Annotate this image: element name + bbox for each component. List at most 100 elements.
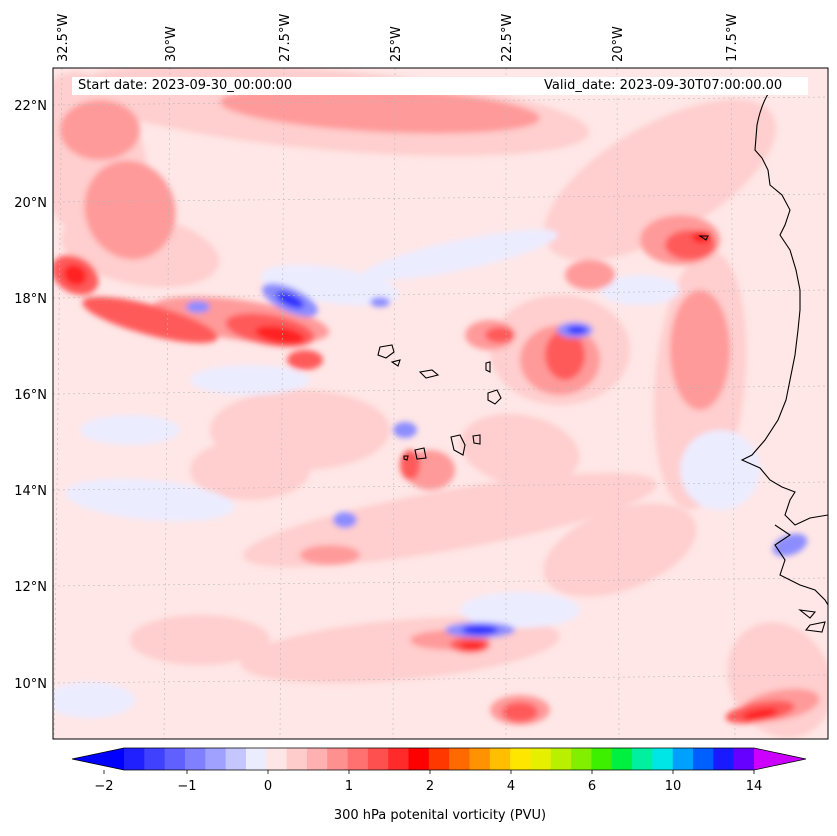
meridian-line xyxy=(730,68,736,739)
header-band xyxy=(300,77,540,95)
latitude-label: 18°N xyxy=(14,292,47,307)
parallel-line xyxy=(53,193,828,203)
pv-contour-deep-red xyxy=(742,708,778,720)
island-sao-vicente xyxy=(390,359,401,367)
longitude-labels: 32.5°W 30°W 27.5°W 25°W 22.5°W 20°W 17.5°W xyxy=(56,14,740,62)
meridian-line xyxy=(163,68,171,739)
meridian-line xyxy=(279,68,285,739)
parallel-line xyxy=(53,96,828,106)
pv-contour-light-pink xyxy=(543,503,697,597)
pv-contour-blue xyxy=(772,533,808,557)
parallel-line xyxy=(53,577,828,587)
pv-contour-pale-blue xyxy=(600,275,680,305)
longitude-label: 20°W xyxy=(611,26,626,62)
island-maio xyxy=(472,434,481,445)
colorbar-cell xyxy=(367,748,389,770)
colorbar-cell xyxy=(550,748,572,770)
pv-contour-blue xyxy=(393,422,417,438)
colorbar-cell xyxy=(672,748,694,770)
pv-contour-pale-blue xyxy=(680,430,760,510)
header-valid-box: Valid_date: 2023-09-30T07:00:00.00 xyxy=(538,77,808,95)
colorbar-cell xyxy=(327,748,348,770)
pv-contour-light-pink xyxy=(460,413,580,487)
colorbar-tick-label: 10 xyxy=(665,779,682,794)
colorbar-outline xyxy=(71,747,807,771)
pv-contour-light-pink xyxy=(130,615,270,665)
latitude-label: 20°N xyxy=(14,196,47,211)
latitude-label: 12°N xyxy=(14,580,47,595)
pv-contour-red xyxy=(287,350,323,370)
pv-contour-pale-blue xyxy=(53,682,135,718)
pv-contour-pale-blue xyxy=(460,592,580,628)
valid-date-text: Valid_date: 2023-09-30T07:00:00.00 xyxy=(544,78,783,93)
parallel-line xyxy=(53,385,828,395)
colorbar-cell xyxy=(205,748,227,770)
pv-contour-salmon xyxy=(300,545,360,565)
colorbar: −2 −1 0 1 2 4 6 10 14 xyxy=(71,747,807,794)
colorbar-cell xyxy=(611,748,633,770)
pv-contour-blue xyxy=(186,301,210,313)
meridian-line xyxy=(616,68,620,739)
colorbar-cell xyxy=(347,748,369,770)
colorbar-cell xyxy=(184,748,206,770)
colorbar-extend-right xyxy=(754,748,806,770)
island-santo-antao xyxy=(377,344,395,359)
colorbar-cell xyxy=(286,748,308,770)
colorbar-title: 300 hPa potenital vorticity (PVU) xyxy=(333,808,547,823)
pv-contour-deep-blue xyxy=(567,326,587,334)
colorbar-cell xyxy=(713,748,735,770)
pv-contour-deep-blue xyxy=(462,625,498,635)
pv-contour-red xyxy=(545,330,585,380)
pv-contour-salmon xyxy=(670,290,730,410)
longitude-label: 32.5°W xyxy=(56,14,71,62)
meridian-line xyxy=(392,68,396,739)
latitude-label: 10°N xyxy=(14,677,47,692)
colorbar-tick-label: 6 xyxy=(588,779,596,794)
pv-contour-deep-red xyxy=(255,326,305,344)
colorbar-cell xyxy=(388,748,409,770)
parallel-line xyxy=(53,674,828,684)
colorbar-cell xyxy=(652,748,674,770)
pv-contour-red xyxy=(400,450,420,480)
latitude-label: 14°N xyxy=(14,484,47,499)
pv-contour-deep-red xyxy=(460,642,484,650)
colorbar-cell xyxy=(144,748,166,770)
colorbar-tick-label: −1 xyxy=(177,779,196,794)
latitude-label: 16°N xyxy=(14,388,47,403)
colorbar-cell xyxy=(693,748,714,770)
longitude-label: 27.5°W xyxy=(278,14,293,62)
guinea-islands xyxy=(798,609,826,633)
gridlines xyxy=(53,68,828,739)
colorbar-tick-label: 2 xyxy=(426,779,434,794)
colorbar-cell xyxy=(733,748,755,770)
island-dakar xyxy=(698,235,709,241)
pv-contour-salmon xyxy=(220,86,540,134)
pv-contour-red xyxy=(82,296,218,344)
colorbar-cell xyxy=(489,748,511,770)
colorbar-cell xyxy=(632,748,653,770)
parallel-line xyxy=(53,481,828,491)
longitude-label: 30°W xyxy=(164,26,179,62)
longitude-label: 25°W xyxy=(389,26,404,62)
colorbar-cell xyxy=(449,748,470,770)
island-brava xyxy=(403,455,409,461)
colorbar-cell xyxy=(571,748,592,770)
pv-contour-pale-blue xyxy=(65,478,235,522)
pv-contour-light-pink xyxy=(544,99,776,261)
latitude-label: 22°N xyxy=(14,99,47,114)
colorbar-tick-label: −2 xyxy=(94,779,113,794)
pv-contour-blue xyxy=(370,297,390,307)
colorbar-cell xyxy=(510,748,531,770)
colorbar-cell xyxy=(266,748,287,770)
colorbar-extend-left xyxy=(72,748,124,770)
parallel-line xyxy=(53,289,828,299)
pv-contour-light-pink xyxy=(190,440,310,500)
pv-contour-salmon xyxy=(84,160,176,260)
colorbar-tick-label: 0 xyxy=(264,779,272,794)
colorbar-cell xyxy=(428,748,450,770)
pv-contour-pale-blue xyxy=(190,365,310,395)
colorbar-cell xyxy=(530,748,552,770)
pv-contour-salmon xyxy=(60,100,140,160)
colorbar-cell xyxy=(245,748,267,770)
guinea-coastline xyxy=(774,524,828,606)
